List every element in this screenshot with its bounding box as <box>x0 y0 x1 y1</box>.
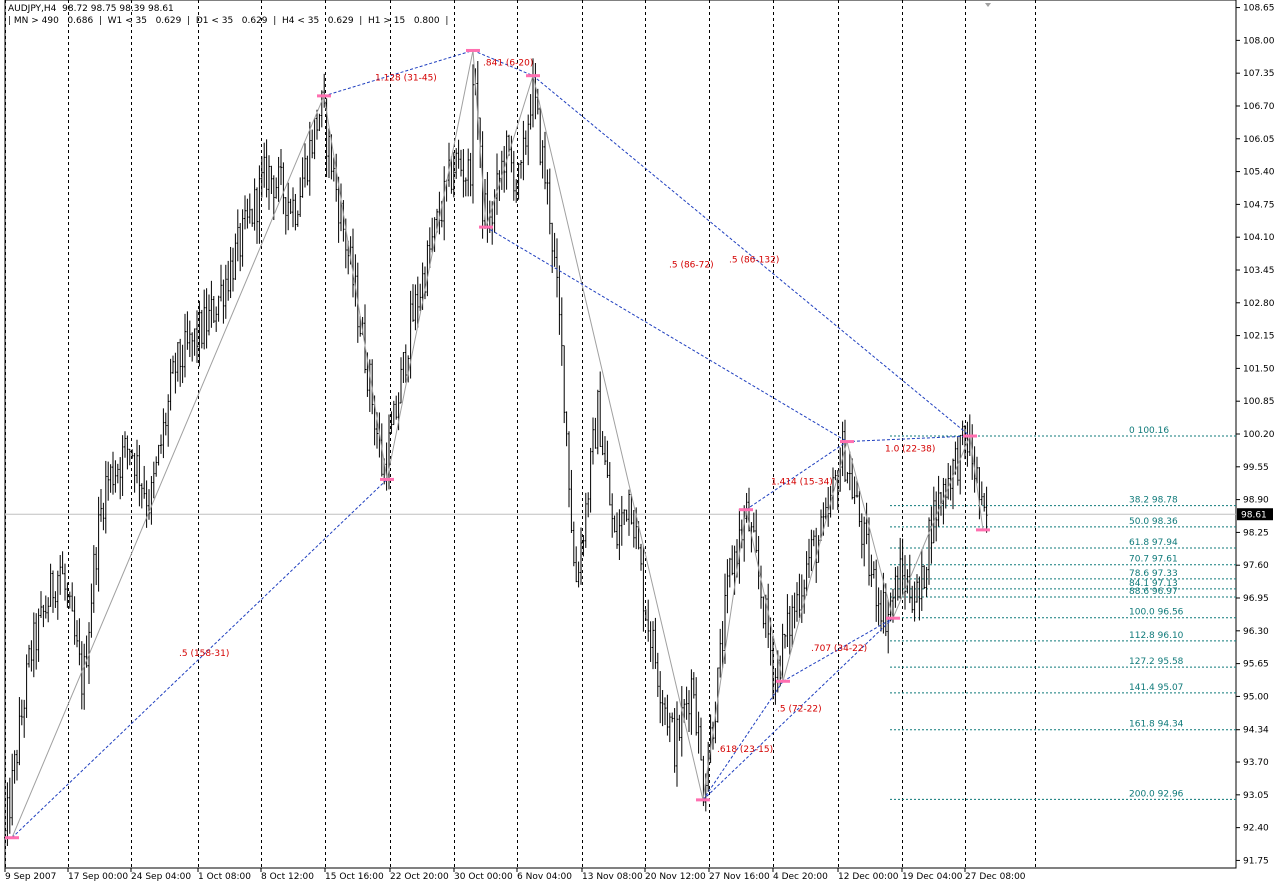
y-tick-label: 97.60 <box>1243 561 1269 571</box>
y-tick-label: 106.05 <box>1243 135 1275 145</box>
pivot-marker <box>5 836 19 840</box>
fib-level-label: 127.2 95.58 <box>1129 657 1184 667</box>
pivot-marker <box>840 440 854 444</box>
x-tick-label: 6 Nov 04:00 <box>517 872 572 882</box>
ratio-label: .618 (23-15) <box>717 745 773 755</box>
fib-level-label: 141.4 95.07 <box>1129 683 1183 693</box>
y-tick-label: 108.00 <box>1243 36 1275 46</box>
pivot-marker <box>963 434 977 438</box>
ratio-label: .5 (158-31) <box>179 649 229 659</box>
y-tick-label: 104.10 <box>1243 233 1275 243</box>
y-tick-label: 100.85 <box>1243 397 1275 407</box>
fib-level-label: 38.2 98.78 <box>1129 496 1178 506</box>
y-tick-label: 101.50 <box>1243 364 1275 374</box>
x-tick-label: 12 Dec 00:00 <box>838 872 899 882</box>
plot-frame <box>4 0 1237 869</box>
x-tick-label: 13 Nov 08:00 <box>582 872 643 882</box>
price-badge <box>1237 508 1273 521</box>
ratio-line <box>472 50 534 77</box>
y-tick-label: 94.34 <box>1243 726 1269 736</box>
ratio-line <box>485 226 848 442</box>
ratio-label: .841 (6-20) <box>483 59 533 69</box>
pivot-marker <box>696 798 710 802</box>
fib-level-label: 78.6 97.33 <box>1129 569 1178 579</box>
y-tick-label: 96.95 <box>1243 594 1269 604</box>
y-tick-label: 105.40 <box>1243 168 1275 178</box>
shift-marker-icon <box>985 3 991 7</box>
fib-level-label: 200.0 92.96 <box>1129 789 1184 799</box>
x-tick-label: 19 Dec 04:00 <box>902 872 963 882</box>
ratio-line <box>11 479 388 839</box>
x-tick-label: 27 Nov 16:00 <box>709 872 770 882</box>
ratio-label: 1.0 (22-38) <box>885 445 935 455</box>
x-tick-label: 17 Sep 00:00 <box>68 872 128 882</box>
ratio-line <box>323 49 474 97</box>
fib-level-label: 84.1 97.13 <box>1129 579 1178 589</box>
y-tick-label: 99.55 <box>1243 463 1269 473</box>
ratio-line <box>702 617 894 801</box>
x-tick-label: 27 Dec 08:00 <box>965 872 1026 882</box>
y-tick-label: 91.75 <box>1243 856 1269 866</box>
y-tick-label: 108.65 <box>1243 4 1275 14</box>
y-tick-label: 102.15 <box>1243 332 1275 342</box>
ratio-line <box>745 441 848 511</box>
y-tick-label: 95.00 <box>1243 692 1269 702</box>
ratio-line <box>532 75 971 437</box>
ratio-label: .707 (34-22) <box>811 644 867 654</box>
fib-level-label: 70.7 97.61 <box>1129 555 1178 565</box>
ratio-label: 1.414 (15-34) <box>771 477 833 487</box>
ratio-label: 1.128 (31-45) <box>375 74 437 84</box>
fib-level-label: 88.6 96.97 <box>1129 587 1178 597</box>
y-tick-label: 100.20 <box>1243 430 1275 440</box>
x-tick-label: 9 Sep 2007 <box>5 872 56 882</box>
y-tick-label: 92.40 <box>1243 824 1269 834</box>
y-tick-label: 102.80 <box>1243 299 1275 309</box>
fib-level-label: 161.8 94.34 <box>1129 720 1184 730</box>
x-tick-label: 24 Sep 04:00 <box>131 872 191 882</box>
pivot-marker <box>479 225 493 229</box>
ratio-label: .5 (86-132) <box>729 255 779 265</box>
x-tick-label: 15 Oct 16:00 <box>325 872 384 882</box>
x-tick-label: 1 Oct 08:00 <box>198 872 251 882</box>
y-tick-label: 95.65 <box>1243 660 1269 670</box>
fib-level-label: 112.8 96.10 <box>1129 631 1184 641</box>
y-tick-label: 93.05 <box>1243 791 1269 801</box>
candles <box>4 58 988 853</box>
ratio-label: .5 (86-72) <box>669 260 714 270</box>
y-tick-label: 107.35 <box>1243 69 1275 79</box>
x-tick-label: 20 Nov 12:00 <box>645 872 706 882</box>
pivot-marker <box>739 508 753 512</box>
y-tick-label: 106.70 <box>1243 102 1275 112</box>
ratio-line <box>782 617 894 682</box>
x-tick-label: 22 Oct 20:00 <box>390 872 449 882</box>
chart-title: AUDJPY,H4 98.72 98.75 98.39 98.61 <box>8 4 174 14</box>
price-badge-label: 98.61 <box>1241 511 1267 521</box>
y-tick-label: 93.70 <box>1243 758 1269 768</box>
x-tick-label: 4 Dec 20:00 <box>773 872 828 882</box>
fib-level-label: 61.8 97.94 <box>1129 538 1178 548</box>
x-tick-label: 30 Oct 00:00 <box>454 872 513 882</box>
y-tick-label: 98.25 <box>1243 528 1269 538</box>
pivot-marker <box>976 528 990 532</box>
y-tick-label: 104.75 <box>1243 200 1275 210</box>
y-tick-label: 96.30 <box>1243 627 1269 637</box>
pivot-marker <box>380 477 394 481</box>
fib-level-label: 0 100.16 <box>1129 426 1169 436</box>
y-tick-label: 98.90 <box>1243 496 1269 506</box>
ratio-label: .5 (72-22) <box>777 705 822 715</box>
x-tick-label: 8 Oct 12:00 <box>261 872 314 882</box>
pivot-marker <box>317 94 331 98</box>
fib-level-label: 100.0 96.56 <box>1129 608 1184 618</box>
ratio-line <box>702 680 784 801</box>
pivot-marker <box>466 48 480 52</box>
fib-level-label: 50.0 98.36 <box>1129 517 1178 527</box>
pivot-marker <box>776 679 790 683</box>
ratio-line <box>846 435 971 443</box>
pivot-marker <box>886 616 900 620</box>
pivot-marker <box>526 74 540 78</box>
indicator-readout: | MN > 490 0.686 | W1 < 35 0.629 | D1 < … <box>8 16 449 26</box>
y-tick-label: 103.45 <box>1243 266 1275 276</box>
